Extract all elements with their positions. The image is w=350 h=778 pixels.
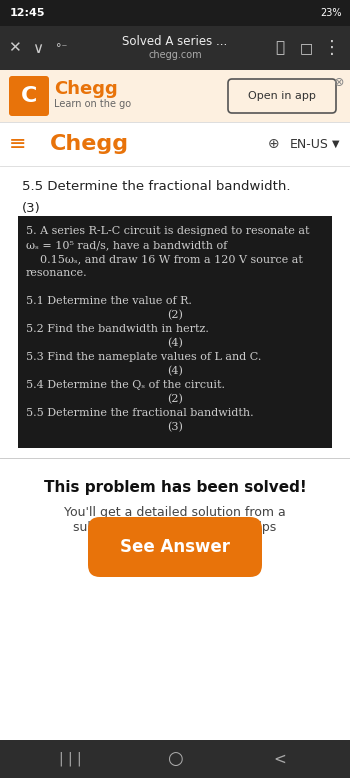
Text: <: < [274, 752, 286, 766]
Text: Open in app: Open in app [248, 91, 316, 101]
Text: Learn on the go: Learn on the go [54, 99, 131, 109]
Text: 5.5 Determine the fractional bandwidth.: 5.5 Determine the fractional bandwidth. [26, 408, 254, 418]
Bar [0, 740, 350, 778]
Text: ⎘: ⎘ [275, 40, 285, 55]
Text: | | |: | | | [59, 752, 81, 766]
Bar [0, 26, 350, 70]
Text: You'll get a detailed solution from a: You'll get a detailed solution from a [64, 506, 286, 519]
Text: °⁻: °⁻ [56, 43, 68, 53]
Text: 5.3 Find the nameplate values of L and C.: 5.3 Find the nameplate values of L and C… [26, 352, 261, 362]
Text: Chegg: Chegg [50, 134, 129, 154]
Text: 12:45: 12:45 [10, 8, 46, 18]
Text: 5.2 Find the bandwidth in hertz.: 5.2 Find the bandwidth in hertz. [26, 324, 209, 334]
Text: ∨: ∨ [33, 40, 43, 55]
Text: (3): (3) [167, 422, 183, 433]
Text: 5.1 Determine the value of R.: 5.1 Determine the value of R. [26, 296, 192, 306]
Text: (2): (2) [167, 394, 183, 405]
Text: ▼: ▼ [332, 139, 340, 149]
Text: you learn core concepts.: you learn core concepts. [98, 536, 252, 549]
Text: EN-US: EN-US [290, 138, 329, 150]
Bar [0, 122, 350, 740]
Text: Chegg: Chegg [54, 80, 118, 98]
FancyBboxPatch shape [88, 517, 262, 577]
Text: This problem has been solved!: This problem has been solved! [44, 480, 306, 495]
Bar [0, 0, 350, 26]
Text: ≡: ≡ [9, 134, 27, 154]
Text: resonance.: resonance. [26, 268, 88, 278]
Text: ⊗: ⊗ [334, 76, 344, 89]
Text: 5.5 Determine the fractional bandwidth.: 5.5 Determine the fractional bandwidth. [22, 180, 290, 193]
Text: subject matter expert that helps: subject matter expert that helps [74, 521, 276, 534]
Text: ωₛ = 10⁵ rad/s, have a bandwidth of: ωₛ = 10⁵ rad/s, have a bandwidth of [26, 240, 227, 250]
Text: chegg.com: chegg.com [148, 50, 202, 60]
Text: (4): (4) [167, 338, 183, 349]
Text: See Answer: See Answer [120, 538, 230, 556]
Text: (4): (4) [167, 366, 183, 377]
Text: ⊕: ⊕ [268, 137, 280, 151]
Bar [18, 216, 332, 448]
Bar [0, 122, 350, 166]
Text: (3): (3) [22, 202, 41, 215]
Text: 23%: 23% [321, 8, 342, 18]
Bar [0, 70, 350, 122]
Text: (2): (2) [167, 310, 183, 321]
Text: 5.4 Determine the Qₛ of the circuit.: 5.4 Determine the Qₛ of the circuit. [26, 380, 225, 390]
Text: 5. A series R-L-C circuit is designed to resonate at: 5. A series R-L-C circuit is designed to… [26, 226, 309, 236]
Text: ✕: ✕ [8, 40, 20, 55]
Text: 0.15ωₛ, and draw 16 W from a 120 V source at: 0.15ωₛ, and draw 16 W from a 120 V sourc… [26, 254, 303, 264]
Text: C: C [21, 86, 37, 106]
Text: Solved A series ...: Solved A series ... [122, 34, 228, 47]
Text: □: □ [300, 41, 313, 55]
FancyBboxPatch shape [9, 76, 49, 116]
Text: ⋮: ⋮ [323, 39, 341, 57]
Text: ○: ○ [167, 750, 183, 768]
